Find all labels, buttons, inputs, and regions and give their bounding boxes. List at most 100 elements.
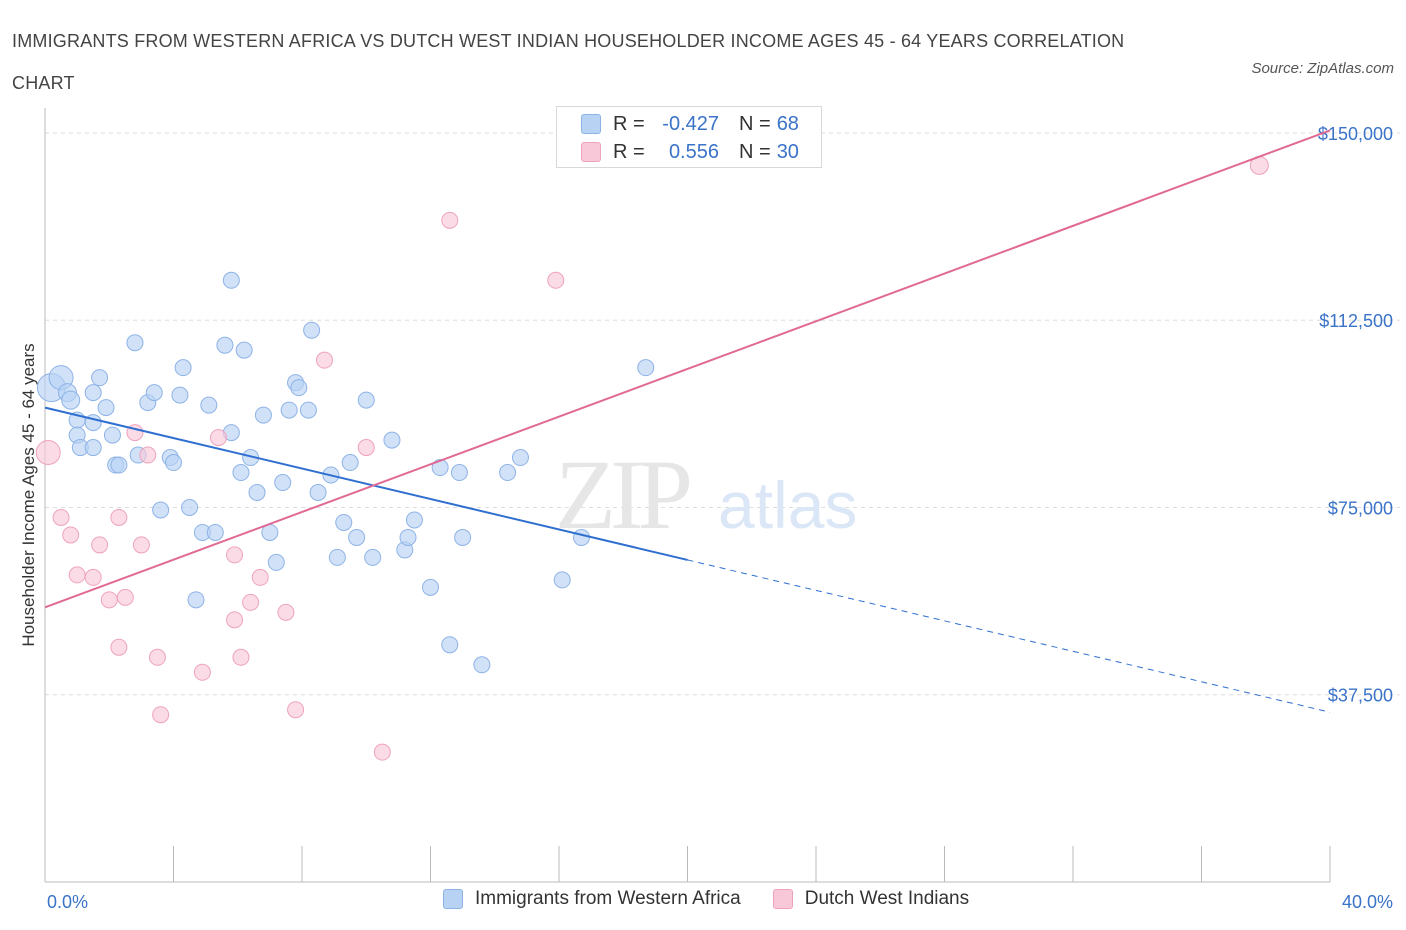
point-western-africa <box>422 578 439 596</box>
legend-label: Immigrants from Western Africa <box>475 888 741 909</box>
point-dutch-west-indians <box>110 638 128 656</box>
point-dutch-west-indians <box>62 526 80 544</box>
point-western-africa <box>572 528 590 546</box>
point-dutch-west-indians <box>315 351 333 369</box>
point-western-africa <box>473 656 491 674</box>
point-western-africa <box>206 523 224 541</box>
point-dutch-west-indians <box>232 648 250 666</box>
point-dutch-west-indians <box>287 701 305 719</box>
point-dutch-west-indians <box>209 429 227 447</box>
trend-line-western-africa <box>44 406 688 561</box>
point-dutch-west-indians <box>226 611 244 629</box>
point-dutch-west-indians <box>242 593 260 611</box>
point-dutch-west-indians <box>547 271 565 289</box>
r-value: -0.427 <box>662 112 719 135</box>
point-dutch-west-indians <box>52 508 70 526</box>
watermark-atlas: atlas <box>718 468 857 542</box>
point-western-africa <box>61 390 81 410</box>
point-western-africa <box>248 484 266 502</box>
trend-line-dutch-west-indians <box>44 129 1331 609</box>
y-tick-label: $112,500 <box>1319 311 1393 331</box>
point-western-africa <box>441 636 459 654</box>
point-western-africa <box>235 341 253 359</box>
point-dutch-west-indians <box>373 743 391 761</box>
legend-item-dutch-west-indians: Dutch West Indians <box>772 888 970 910</box>
x-tick-label: 0.0% <box>47 892 88 912</box>
point-western-africa <box>97 399 115 417</box>
point-western-africa <box>399 528 417 546</box>
point-dutch-west-indians <box>277 603 295 621</box>
n-label: N = <box>739 112 771 135</box>
point-dutch-west-indians <box>193 663 211 681</box>
point-western-africa <box>165 454 182 472</box>
point-western-africa <box>303 321 321 339</box>
point-western-africa <box>103 426 121 444</box>
series-legend: Immigrants from Western Africa Dutch Wes… <box>443 888 1001 910</box>
point-western-africa <box>499 464 517 482</box>
point-dutch-west-indians <box>110 508 128 526</box>
point-western-africa <box>171 386 189 404</box>
point-western-africa <box>91 369 109 387</box>
y-tick-label: $37,500 <box>1328 686 1393 706</box>
pink-swatch <box>581 142 601 162</box>
point-western-africa <box>274 474 292 492</box>
point-western-africa <box>84 439 102 457</box>
point-western-africa <box>267 553 285 571</box>
trend-line-western-africa-extension <box>687 559 1331 713</box>
x-tick-label: 40.0% <box>1342 892 1393 912</box>
point-dutch-west-indians <box>116 588 134 606</box>
point-western-africa <box>84 384 102 402</box>
point-western-africa <box>222 271 240 289</box>
point-dutch-west-indians <box>357 439 375 457</box>
point-dutch-west-indians <box>152 706 170 724</box>
point-western-africa <box>454 528 472 546</box>
pink-swatch <box>772 889 793 909</box>
point-western-africa <box>335 513 353 531</box>
point-western-africa <box>328 548 346 566</box>
blue-swatch <box>443 889 463 909</box>
point-western-africa <box>174 359 192 377</box>
r-value: 0.556 <box>668 140 719 163</box>
point-western-africa <box>110 456 128 474</box>
stats-legend-row-blue: R = -0.427 N = 68 <box>581 112 799 136</box>
point-dutch-west-indians <box>35 440 61 466</box>
point-western-africa <box>280 401 298 419</box>
y-axis-label: Householder Income Ages 45 - 64 years <box>19 343 38 646</box>
point-western-africa <box>553 571 571 589</box>
point-western-africa <box>187 591 205 609</box>
point-dutch-west-indians <box>139 446 157 464</box>
point-dutch-west-indians <box>441 211 459 229</box>
point-western-africa <box>450 464 468 482</box>
point-western-africa <box>290 379 308 397</box>
point-western-africa <box>357 391 375 409</box>
point-western-africa <box>200 396 218 414</box>
y-tick-label: $150,000 <box>1318 124 1393 144</box>
chart-title: IMMIGRANTS FROM WESTERN AFRICA VS DUTCH … <box>12 31 1125 93</box>
point-dutch-west-indians <box>91 536 109 554</box>
chart-source: Source: ZipAtlas.com <box>1251 60 1394 77</box>
point-western-africa <box>232 464 250 482</box>
r-label: R = <box>613 112 645 135</box>
point-western-africa <box>511 449 529 467</box>
stats-legend-row-pink: R = 0.556 N = 30 <box>581 140 799 164</box>
legend-label: Dutch West Indians <box>804 888 970 909</box>
stats-legend: R = -0.427 N = 68 R = 0.556 N = 30 <box>556 106 822 168</box>
point-dutch-west-indians <box>148 648 166 666</box>
blue-swatch <box>581 114 601 134</box>
point-western-africa <box>364 548 382 566</box>
point-western-africa <box>431 459 449 477</box>
point-western-africa <box>383 431 401 449</box>
point-dutch-west-indians <box>68 566 86 584</box>
y-tick-label: $75,000 <box>1328 498 1393 518</box>
point-western-africa <box>152 501 170 519</box>
point-western-africa <box>181 498 199 516</box>
r-label: R = <box>613 140 645 163</box>
n-value: 30 <box>776 140 799 163</box>
point-dutch-west-indians <box>132 536 150 554</box>
point-western-africa <box>299 401 317 419</box>
point-western-africa <box>637 359 655 377</box>
point-western-africa <box>145 384 163 402</box>
point-western-africa <box>348 528 366 546</box>
point-dutch-west-indians <box>251 568 269 586</box>
